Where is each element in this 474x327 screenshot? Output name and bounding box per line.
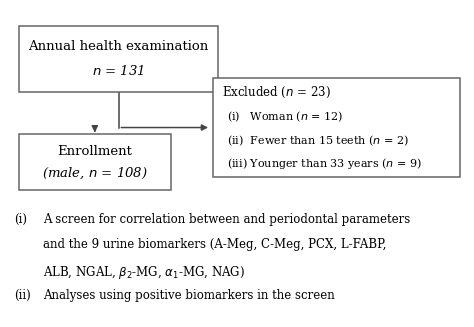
- Text: Analyses using positive biomarkers in the screen: Analyses using positive biomarkers in th…: [43, 289, 335, 302]
- Text: (ii): (ii): [14, 289, 31, 302]
- Text: (i): (i): [14, 213, 27, 226]
- Text: Annual health examination: Annual health examination: [28, 40, 209, 53]
- Text: (male, $n$ = 108): (male, $n$ = 108): [42, 165, 148, 181]
- FancyBboxPatch shape: [213, 78, 460, 177]
- Text: (iii) Younger than 33 years ($n$ = 9): (iii) Younger than 33 years ($n$ = 9): [227, 156, 421, 171]
- Text: (ii)  Fewer than 15 teeth ($n$ = 2): (ii) Fewer than 15 teeth ($n$ = 2): [227, 133, 409, 147]
- Text: and the 9 urine biomarkers (A-Meg, C-Meg, PCX, L-FABP,: and the 9 urine biomarkers (A-Meg, C-Meg…: [43, 238, 386, 251]
- FancyBboxPatch shape: [19, 26, 218, 92]
- Text: Excluded ($n$ = 23): Excluded ($n$ = 23): [222, 85, 331, 100]
- Text: (i)   Woman ($n$ = 12): (i) Woman ($n$ = 12): [227, 110, 343, 124]
- FancyBboxPatch shape: [19, 134, 171, 190]
- Text: Enrollment: Enrollment: [57, 145, 132, 158]
- Text: A screen for correlation between and periodontal parameters: A screen for correlation between and per…: [43, 213, 410, 226]
- Text: $n$ = 131: $n$ = 131: [92, 64, 145, 78]
- Text: ALB, NGAL, $\beta_{2}$-MG, $\alpha_{1}$-MG, NAG): ALB, NGAL, $\beta_{2}$-MG, $\alpha_{1}$-…: [43, 264, 245, 281]
